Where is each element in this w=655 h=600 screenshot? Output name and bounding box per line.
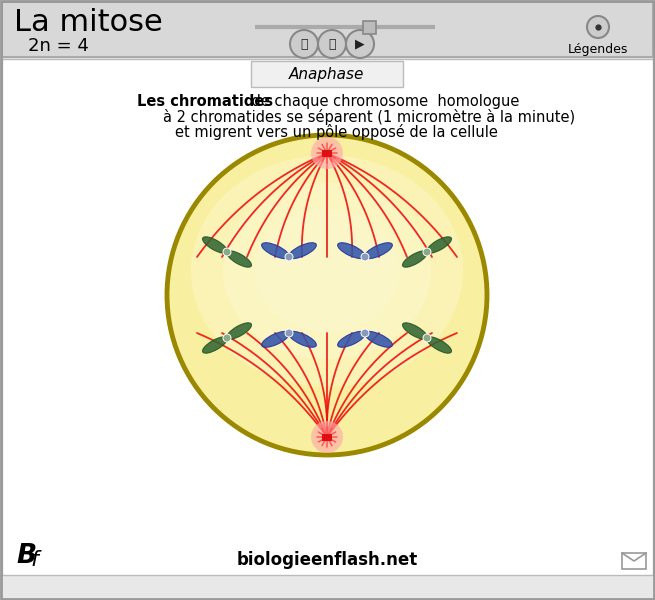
Ellipse shape xyxy=(337,243,365,259)
FancyBboxPatch shape xyxy=(2,59,653,575)
FancyBboxPatch shape xyxy=(363,21,376,34)
Ellipse shape xyxy=(223,182,431,359)
Circle shape xyxy=(361,329,369,337)
Ellipse shape xyxy=(365,331,392,347)
Circle shape xyxy=(587,16,609,38)
Text: f: f xyxy=(30,550,38,570)
Ellipse shape xyxy=(202,237,227,253)
Ellipse shape xyxy=(261,331,289,347)
Ellipse shape xyxy=(261,243,289,259)
FancyBboxPatch shape xyxy=(251,61,403,87)
Text: ▶: ▶ xyxy=(355,37,365,50)
Text: 2n = 4: 2n = 4 xyxy=(28,37,89,55)
Ellipse shape xyxy=(403,323,427,339)
Ellipse shape xyxy=(365,243,392,259)
Circle shape xyxy=(223,248,231,256)
FancyBboxPatch shape xyxy=(322,149,332,157)
Ellipse shape xyxy=(403,251,427,267)
Text: de chaque chromosome  homologue: de chaque chromosome homologue xyxy=(247,94,519,109)
Text: B: B xyxy=(16,543,36,569)
Ellipse shape xyxy=(289,331,316,347)
Ellipse shape xyxy=(427,237,451,253)
Circle shape xyxy=(423,248,431,256)
FancyBboxPatch shape xyxy=(2,2,653,57)
Circle shape xyxy=(311,421,343,453)
Ellipse shape xyxy=(227,251,252,267)
Circle shape xyxy=(285,329,293,337)
Ellipse shape xyxy=(227,323,252,339)
Text: Les chromatides: Les chromatides xyxy=(137,94,273,109)
Text: et migrent vers un pôle opposé de la cellule: et migrent vers un pôle opposé de la cel… xyxy=(175,124,498,140)
Text: à 2 chromatides se séparent (1 micromètre à la minute): à 2 chromatides se séparent (1 micromètr… xyxy=(163,109,575,125)
Circle shape xyxy=(290,30,318,58)
Text: Légendes: Légendes xyxy=(568,43,628,56)
Ellipse shape xyxy=(167,135,487,455)
Ellipse shape xyxy=(191,155,463,386)
Circle shape xyxy=(318,30,346,58)
Ellipse shape xyxy=(337,331,365,347)
Ellipse shape xyxy=(427,337,451,353)
Ellipse shape xyxy=(255,210,399,332)
FancyBboxPatch shape xyxy=(322,433,332,440)
Circle shape xyxy=(223,334,231,342)
Text: ⏮: ⏮ xyxy=(300,37,308,50)
Circle shape xyxy=(346,30,374,58)
Circle shape xyxy=(311,137,343,169)
Circle shape xyxy=(361,253,369,261)
Text: La mitose: La mitose xyxy=(14,8,162,37)
Text: biologieenflash.net: biologieenflash.net xyxy=(236,551,418,569)
Ellipse shape xyxy=(289,243,316,259)
Ellipse shape xyxy=(202,337,227,353)
Circle shape xyxy=(423,334,431,342)
Text: Anaphase: Anaphase xyxy=(290,67,365,82)
Circle shape xyxy=(285,253,293,261)
Text: ⏸: ⏸ xyxy=(328,37,336,50)
